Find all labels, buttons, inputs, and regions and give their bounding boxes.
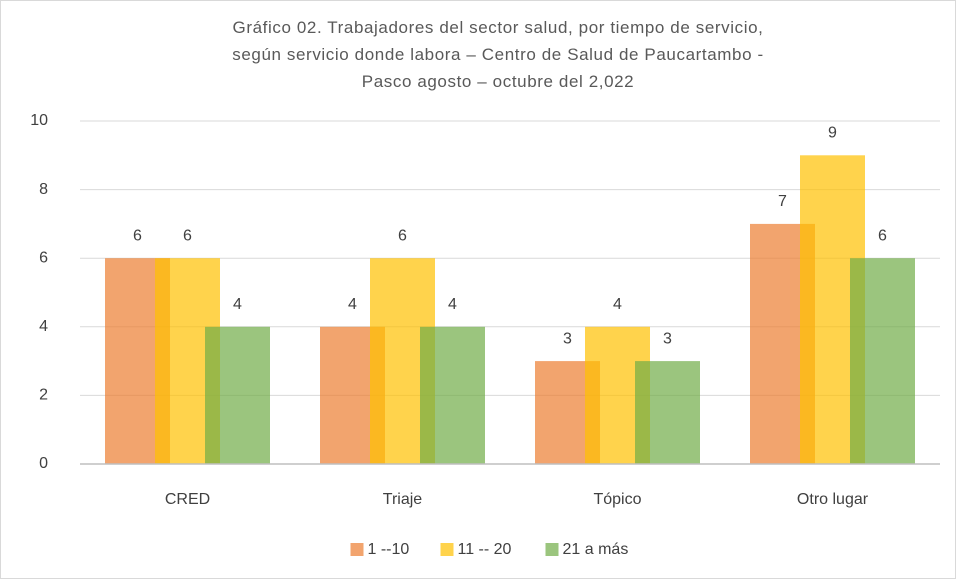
chart-title: Gráfico 02. Trabajadores del sector salu… (232, 18, 764, 91)
x-tick-label: Tópico (593, 491, 641, 508)
legend-swatch (545, 543, 559, 556)
value-label: 3 (663, 330, 672, 347)
value-label: 6 (133, 227, 142, 244)
bar (850, 258, 915, 464)
value-label: 6 (183, 227, 192, 244)
legend-label: 21 a más (563, 541, 629, 558)
value-label: 4 (448, 296, 457, 313)
legend-label: 11 -- 20 (458, 541, 512, 558)
y-tick-label: 2 (39, 387, 48, 404)
y-tick-label: 0 (39, 455, 48, 472)
y-tick-label: 6 (39, 249, 48, 266)
legend-swatch (350, 543, 364, 556)
legend-label: 1 --10 (368, 541, 410, 558)
bar (635, 361, 700, 464)
x-tick-label: Otro lugar (797, 491, 869, 508)
value-label: 9 (828, 125, 837, 142)
value-label: 6 (878, 227, 887, 244)
x-tick-label: Triaje (383, 491, 423, 508)
y-tick-label: 8 (39, 181, 48, 198)
value-label: 4 (613, 296, 622, 313)
value-label: 6 (398, 227, 407, 244)
x-tick-label: CRED (165, 491, 210, 508)
legend-swatch (440, 543, 454, 556)
value-label: 4 (233, 296, 242, 313)
y-tick-label: 4 (39, 318, 48, 335)
value-label: 4 (348, 296, 357, 313)
y-tick-label: 10 (30, 112, 48, 129)
value-label: 7 (778, 193, 787, 210)
bar (420, 326, 485, 464)
bar (205, 326, 270, 464)
value-label: 3 (563, 330, 572, 347)
